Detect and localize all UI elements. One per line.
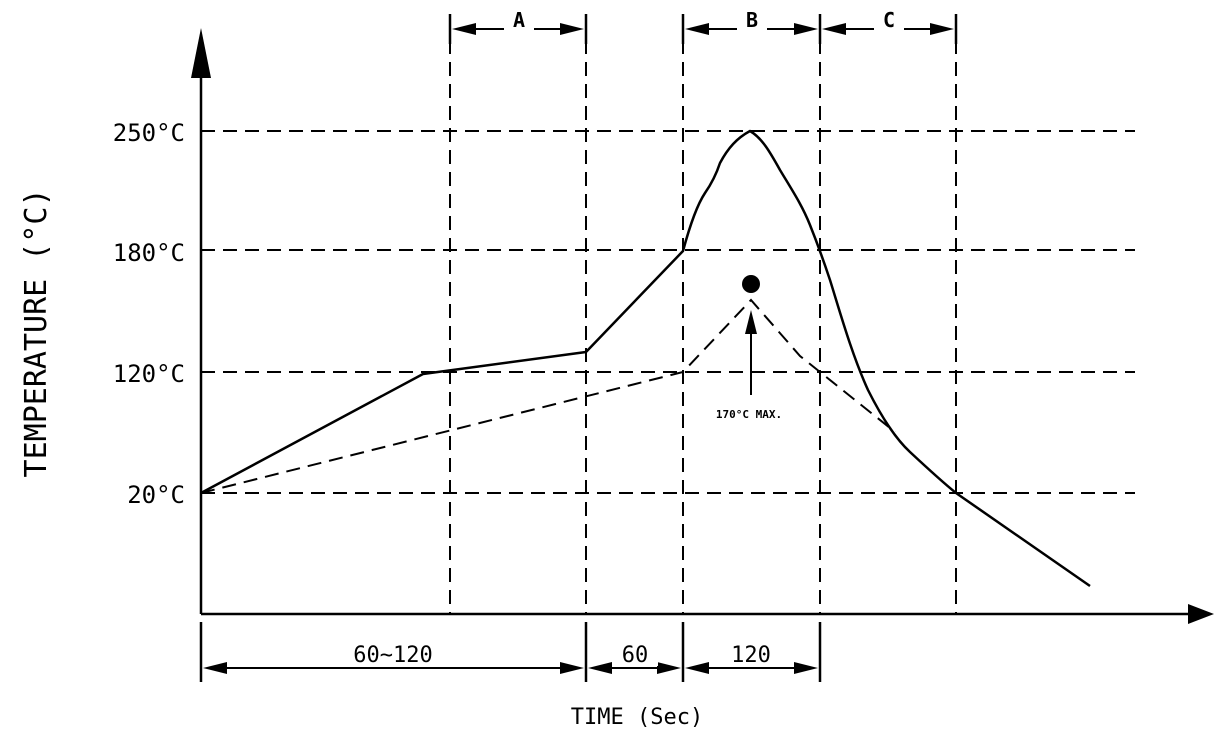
y-axis-arrow [191, 28, 211, 78]
zone-a-dimension: A [452, 8, 584, 38]
max-temperature-annotation: 170°C MAX. [716, 408, 782, 421]
zone-ticks [448, 14, 958, 44]
y-tick-20: 20°C [127, 481, 185, 509]
component-temperature-curve [200, 298, 896, 494]
max-temperature-dot [742, 275, 760, 293]
y-tick-180: 180°C [113, 239, 185, 267]
x-axis-title: TIME (Sec) [571, 705, 703, 730]
y-tick-250: 250°C [113, 119, 185, 147]
duration-ramp: 60 [622, 643, 649, 668]
zone-b-label: B [746, 8, 758, 32]
zone-c-label: C [883, 8, 895, 32]
duration-dimensions: 60~120 60 120 [199, 622, 822, 682]
annotation-arrowhead [745, 310, 757, 334]
zone-c-dimension: C [822, 8, 954, 38]
duration-peak: 120 [731, 643, 771, 668]
y-axis-title: TEMPERATURE (°C) [19, 189, 54, 478]
zone-boundaries [449, 40, 957, 614]
duration-preheat: 60~120 [353, 643, 432, 668]
y-tick-120: 120°C [113, 360, 185, 388]
zone-b-dimension: B [685, 8, 818, 38]
x-axis-arrow [1188, 604, 1214, 624]
zone-a-label: A [513, 8, 525, 32]
temperature-gridlines [201, 130, 1135, 494]
axes [199, 75, 1195, 616]
